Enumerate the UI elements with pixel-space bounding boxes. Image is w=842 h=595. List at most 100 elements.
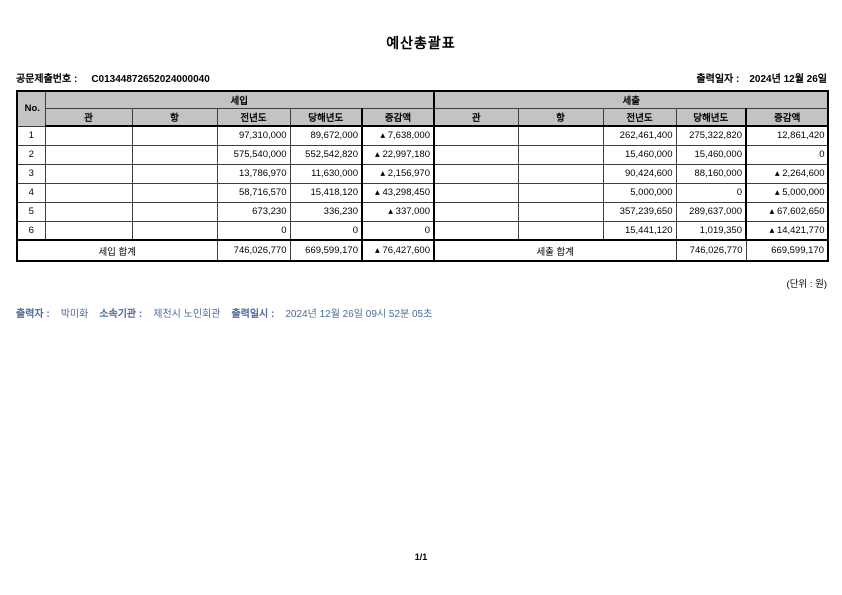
- table-row: 6 0 0 0 15,441,120 1,019,350 ▴ 14,421,77…: [16, 220, 829, 241]
- col-header-revenue-gwan: 관: [44, 107, 133, 127]
- col-header-revenue-diff: 증감액: [361, 107, 435, 127]
- cell-expense-gwan: [433, 163, 519, 184]
- cell-expense-gwan: [433, 220, 519, 241]
- group-header-revenue: 세입: [44, 90, 435, 109]
- cell-expense-curr-year: 275,322,820: [675, 125, 747, 146]
- table-row: 1 97,310,000 89,672,000 ▴ 7,638,000 262,…: [16, 125, 829, 146]
- cell-expense-diff: 0: [745, 144, 829, 165]
- cell-revenue-hang: [131, 144, 218, 165]
- col-header-expense-hang: 항: [517, 107, 604, 127]
- cell-expense-diff: ▴ 2,264,600: [745, 163, 829, 184]
- cell-revenue-prev-year: 97,310,000: [216, 125, 291, 146]
- cell-revenue-prev-year: 0: [216, 220, 291, 241]
- printed-at-value: 2024년 12월 26일 09시 52분 05초: [285, 309, 433, 320]
- printed-at-label: 출력일시 :: [231, 309, 275, 320]
- cell-no: 4: [16, 182, 46, 203]
- cell-revenue-hang: [131, 182, 218, 203]
- cell-expense-curr-year: 289,637,000: [675, 201, 747, 222]
- print-date-value: 2024년 12월 26일: [749, 74, 827, 85]
- cell-revenue-hang: [131, 220, 218, 241]
- cell-expense-curr-year: 88,160,000: [675, 163, 747, 184]
- cell-expense-diff: 12,861,420: [745, 125, 829, 146]
- cell-revenue-hang: [131, 163, 218, 184]
- cell-expense-gwan: [433, 125, 519, 146]
- cell-revenue-hang: [131, 125, 218, 146]
- cell-no: 5: [16, 201, 46, 222]
- cell-expense-prev-year: 357,239,650: [602, 201, 677, 222]
- cell-expense-gwan: [433, 144, 519, 165]
- cell-revenue-gwan: [44, 144, 133, 165]
- budget-summary-table: No. 세입 세출 관 항 전년도 당해년도 증감액 관 항 전년도 당해년도 …: [16, 90, 829, 262]
- meta-row: 공문제출번호 : C01344872652024000040 출력일자 : 20…: [16, 70, 827, 85]
- cell-expense-diff: ▴ 5,000,000: [745, 182, 829, 203]
- col-header-revenue-curr-year: 당해년도: [289, 107, 363, 127]
- doc-number-group: 공문제출번호 : C01344872652024000040: [16, 70, 210, 85]
- cell-expense-prev-year: 15,460,000: [602, 144, 677, 165]
- cell-no: 3: [16, 163, 46, 184]
- cell-expense-diff: ▴ 14,421,770: [745, 220, 829, 241]
- cell-expense-prev-year: 15,441,120: [602, 220, 677, 241]
- col-header-revenue-hang: 항: [131, 107, 218, 127]
- revenue-total-label: 세입 합계: [16, 239, 218, 262]
- table-body: 1 97,310,000 89,672,000 ▴ 7,638,000 262,…: [16, 125, 829, 241]
- cell-revenue-curr-year: 552,542,820: [289, 144, 363, 165]
- cell-expense-hang: [517, 144, 604, 165]
- doc-number-value: C01344872652024000040: [91, 74, 210, 85]
- cell-no: 6: [16, 220, 46, 241]
- cell-expense-prev-year: 90,424,600: [602, 163, 677, 184]
- cell-expense-curr-year: 15,460,000: [675, 144, 747, 165]
- cell-expense-curr-year: 1,019,350: [675, 220, 747, 241]
- table-row: 4 58,716,570 15,418,120 ▴ 43,298,450 5,0…: [16, 182, 829, 203]
- page-number: 1/1: [414, 552, 428, 562]
- cell-revenue-curr-year: 0: [289, 220, 363, 241]
- cell-expense-hang: [517, 163, 604, 184]
- col-header-expense-gwan: 관: [433, 107, 519, 127]
- cell-expense-hang: [517, 182, 604, 203]
- totals-row: 세입 합계 746,026,770 669,599,170 ▴ 76,427,6…: [16, 239, 829, 262]
- cell-expense-hang: [517, 125, 604, 146]
- cell-revenue-prev-year: 13,786,970: [216, 163, 291, 184]
- print-info-line: 출력자 : 박미화 소속기관 : 제천시 노인회관 출력일시 : 2024년 1…: [16, 305, 432, 320]
- table-header: No. 세입 세출 관 항 전년도 당해년도 증감액 관 항 전년도 당해년도 …: [16, 90, 829, 127]
- col-header-revenue-prev-year: 전년도: [216, 107, 291, 127]
- revenue-total-prev-year: 746,026,770: [216, 239, 291, 262]
- revenue-total-diff: ▴ 76,427,600: [361, 239, 435, 262]
- cell-expense-gwan: [433, 201, 519, 222]
- revenue-total-curr-year: 669,599,170: [289, 239, 363, 262]
- cell-expense-prev-year: 5,000,000: [602, 182, 677, 203]
- cell-revenue-curr-year: 336,230: [289, 201, 363, 222]
- expense-total-curr-year: 669,599,170: [745, 239, 829, 262]
- org-name: 제천시 노인회관: [153, 309, 221, 320]
- cell-expense-curr-year: 0: [675, 182, 747, 203]
- cell-revenue-diff: ▴ 22,997,180: [361, 144, 435, 165]
- org-label: 소속기관 :: [99, 309, 143, 320]
- table-row: 5 673,230 336,230 ▴ 337,000 357,239,650 …: [16, 201, 829, 222]
- cell-expense-diff: ▴ 67,602,650: [745, 201, 829, 222]
- cell-revenue-diff: ▴ 2,156,970: [361, 163, 435, 184]
- cell-expense-prev-year: 262,461,400: [602, 125, 677, 146]
- cell-no: 1: [16, 125, 46, 146]
- page-title: 예산총괄표: [386, 35, 456, 51]
- cell-revenue-diff: ▴ 43,298,450: [361, 182, 435, 203]
- group-header-row: No. 세입 세출: [16, 90, 829, 127]
- cell-revenue-gwan: [44, 163, 133, 184]
- table-row: 3 13,786,970 11,630,000 ▴ 2,156,970 90,4…: [16, 163, 829, 184]
- cell-revenue-diff: 0: [361, 220, 435, 241]
- cell-no: 2: [16, 144, 46, 165]
- cell-revenue-diff: ▴ 337,000: [361, 201, 435, 222]
- cell-revenue-gwan: [44, 220, 133, 241]
- table-row: 2 575,540,000 552,542,820 ▴ 22,997,180 1…: [16, 144, 829, 165]
- cell-expense-gwan: [433, 182, 519, 203]
- expense-total-label: 세출 합계: [433, 239, 677, 262]
- cell-expense-hang: [517, 220, 604, 241]
- unit-note: (단위 : 원): [786, 279, 827, 290]
- col-header-expense-prev-year: 전년도: [602, 107, 677, 127]
- cell-expense-hang: [517, 201, 604, 222]
- cell-revenue-curr-year: 11,630,000: [289, 163, 363, 184]
- cell-revenue-gwan: [44, 182, 133, 203]
- col-header-expense-diff: 증감액: [745, 107, 829, 127]
- col-header-no: No.: [16, 90, 46, 127]
- printer-label: 출력자 :: [16, 309, 50, 320]
- table-footer: 세입 합계 746,026,770 669,599,170 ▴ 76,427,6…: [16, 239, 829, 262]
